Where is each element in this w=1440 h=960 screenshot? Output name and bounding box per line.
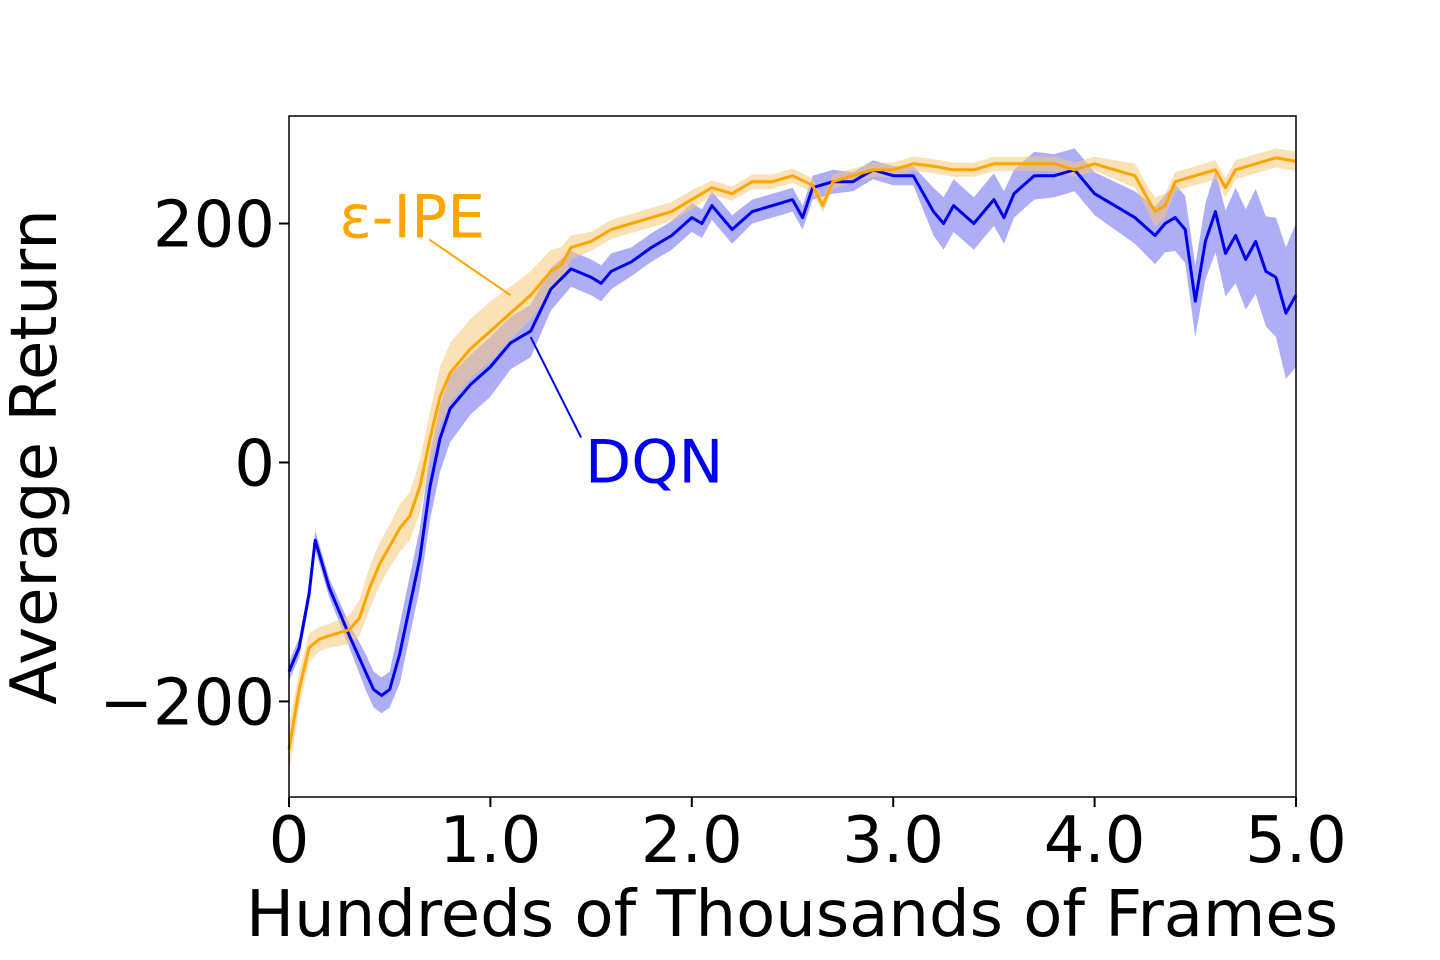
x-tick-label: 4.0 [1044,804,1146,878]
annotation-arrow-e-ipe [428,238,512,297]
series-line-dqn [287,168,1298,697]
y-tick-label: −200 [99,666,275,740]
annotations: DQN ε-IPE [339,183,723,498]
y-tick-label: 200 [153,189,275,263]
x-tick-label: 5.0 [1245,804,1347,878]
annotation-label-dqn: DQN [585,427,723,497]
annotation-arrow-dqn [529,336,582,438]
y-tick-label: 0 [234,427,275,501]
x-tick-label: 1.0 [440,804,542,878]
band-e-ipe [289,148,1296,774]
y-axis-ticks: −200 0 200 [99,189,289,740]
x-tick-label: 0 [269,804,310,878]
plot-frame [288,115,1297,798]
confidence-bands [289,148,1296,774]
series-lines [287,156,1298,750]
x-axis-ticks: 0 1.0 2.0 3.0 4.0 5.0 [269,797,1347,878]
annotation-label-e-ipe: ε-IPE [339,183,485,253]
x-axis-label: Hundreds of Thousands of Frames [246,878,1338,952]
x-tick-label: 3.0 [842,804,944,878]
series-line-e-ipe [287,156,1297,750]
y-axis-label: Average Return [0,209,72,705]
x-tick-label: 2.0 [641,804,743,878]
